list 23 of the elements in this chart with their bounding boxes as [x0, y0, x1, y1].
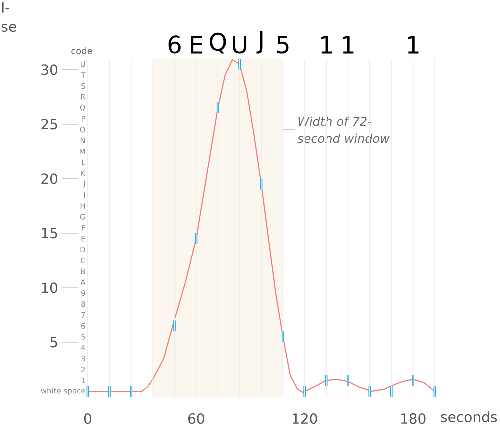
band-label: Width of 72-second window: [298, 116, 390, 144]
x-tick-label: 0: [84, 414, 92, 424]
text: J: [256, 31, 263, 54]
y-tick-label: 10: [42, 282, 58, 294]
text: 1: [322, 36, 332, 54]
text: U: [233, 36, 247, 54]
y-tick-label: 30: [42, 64, 58, 76]
y-tick-label: 15: [42, 228, 58, 239]
x-axis-title: seconds: [441, 412, 498, 422]
y-axis-title: l- se: [2, 2, 16, 32]
y-tick-label: 5: [50, 337, 58, 348]
y-tick-label: 20: [42, 174, 58, 184]
text: Q: [210, 32, 226, 54]
text: 5: [277, 36, 289, 54]
y-tick-label: 25: [42, 119, 58, 130]
x-tick-label: 60: [188, 414, 204, 424]
text: 1: [408, 36, 419, 54]
text: 1: [343, 36, 354, 54]
text: E: [191, 36, 202, 54]
text: 6: [168, 36, 181, 54]
x-tick-label: 180: [401, 414, 426, 424]
y2-axis-title: code: [72, 48, 92, 54]
x-tick-label: 120: [293, 414, 318, 424]
